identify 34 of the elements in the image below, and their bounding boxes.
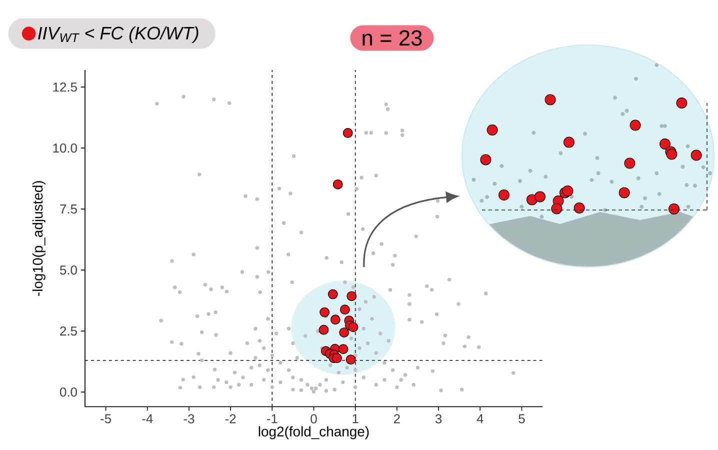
point xyxy=(342,128,353,138)
x-tick-label: -5 xyxy=(100,414,112,424)
y-tick-label: 0.0 xyxy=(60,387,77,397)
y-tick-label: 10.0 xyxy=(53,143,77,153)
point xyxy=(318,324,329,335)
y-tick-label: 5.0 xyxy=(60,265,77,275)
x-tick-label: -4 xyxy=(142,414,153,424)
x-tick-label: -3 xyxy=(184,414,194,424)
point xyxy=(346,354,356,365)
point xyxy=(328,289,338,300)
x-tick-label: 5 xyxy=(518,414,525,424)
y-tick-label: 2.5 xyxy=(60,326,77,336)
point xyxy=(346,291,357,302)
x-tick-label: -2 xyxy=(225,414,236,424)
point xyxy=(339,328,350,338)
point xyxy=(332,353,342,364)
point xyxy=(348,322,358,332)
x-tick-label: 2 xyxy=(394,414,400,424)
text: n = 23 xyxy=(362,30,422,46)
y-axis-title: -log10(p_adjusted) xyxy=(32,181,46,296)
y-tick-label: 12.5 xyxy=(53,82,77,92)
legend-label: IIV$_{WT}$ < FC (KO/WT) xyxy=(38,26,198,44)
point xyxy=(332,179,343,190)
point xyxy=(320,307,330,318)
y-tick-label: 7.5 xyxy=(60,204,77,214)
x-tick-label: -1 xyxy=(266,414,278,424)
x-tick-label: 0 xyxy=(310,414,317,424)
point xyxy=(330,314,340,325)
x-tick-label: 4 xyxy=(476,414,484,424)
point xyxy=(338,344,348,354)
x-tick-label: 1 xyxy=(352,414,358,424)
point xyxy=(340,304,350,315)
x-axis-title: log2(fold_change) xyxy=(258,426,369,440)
x-tick-label: 3 xyxy=(435,414,442,424)
